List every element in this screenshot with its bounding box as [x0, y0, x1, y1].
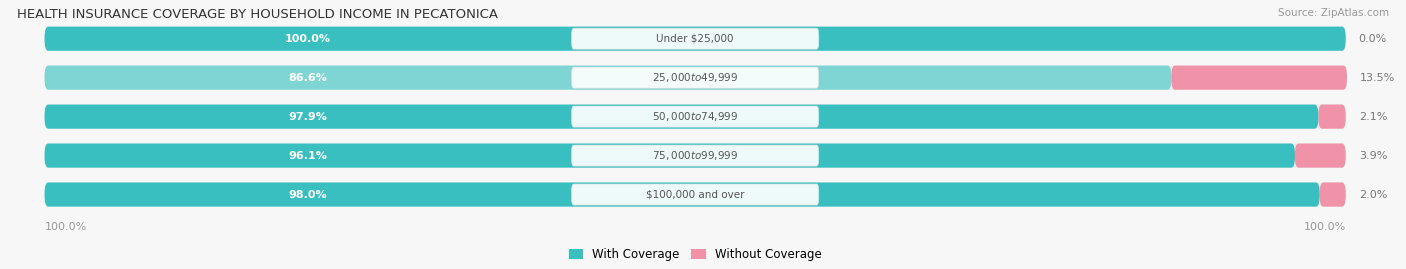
Text: 3.9%: 3.9% [1358, 151, 1388, 161]
Text: 98.0%: 98.0% [288, 190, 328, 200]
Text: $50,000 to $74,999: $50,000 to $74,999 [652, 110, 738, 123]
FancyBboxPatch shape [45, 143, 1295, 168]
Text: 100.0%: 100.0% [45, 222, 87, 232]
Text: $100,000 and over: $100,000 and over [645, 190, 744, 200]
Text: 0.0%: 0.0% [1358, 34, 1386, 44]
Text: $25,000 to $49,999: $25,000 to $49,999 [652, 71, 738, 84]
Text: 13.5%: 13.5% [1360, 73, 1395, 83]
FancyBboxPatch shape [571, 184, 818, 205]
FancyBboxPatch shape [45, 182, 1320, 207]
Text: 100.0%: 100.0% [285, 34, 330, 44]
Text: 2.0%: 2.0% [1358, 190, 1388, 200]
FancyBboxPatch shape [571, 67, 818, 88]
FancyBboxPatch shape [45, 27, 1346, 51]
FancyBboxPatch shape [45, 105, 1319, 129]
FancyBboxPatch shape [45, 105, 1346, 129]
Text: 100.0%: 100.0% [1303, 222, 1346, 232]
FancyBboxPatch shape [571, 106, 818, 127]
FancyBboxPatch shape [1319, 105, 1346, 129]
FancyBboxPatch shape [45, 66, 1171, 90]
FancyBboxPatch shape [45, 27, 1346, 51]
Text: 96.1%: 96.1% [288, 151, 328, 161]
FancyBboxPatch shape [1320, 182, 1346, 207]
Text: Source: ZipAtlas.com: Source: ZipAtlas.com [1278, 8, 1389, 18]
Text: 97.9%: 97.9% [288, 112, 328, 122]
FancyBboxPatch shape [571, 28, 818, 49]
Legend: With Coverage, Without Coverage: With Coverage, Without Coverage [564, 243, 827, 266]
FancyBboxPatch shape [1295, 143, 1346, 168]
FancyBboxPatch shape [45, 66, 1346, 90]
Text: 2.1%: 2.1% [1358, 112, 1388, 122]
FancyBboxPatch shape [1171, 66, 1347, 90]
FancyBboxPatch shape [571, 145, 818, 166]
FancyBboxPatch shape [45, 182, 1346, 207]
Text: 86.6%: 86.6% [288, 73, 328, 83]
FancyBboxPatch shape [45, 143, 1346, 168]
Text: HEALTH INSURANCE COVERAGE BY HOUSEHOLD INCOME IN PECATONICA: HEALTH INSURANCE COVERAGE BY HOUSEHOLD I… [17, 8, 498, 21]
Text: Under $25,000: Under $25,000 [657, 34, 734, 44]
Text: $75,000 to $99,999: $75,000 to $99,999 [652, 149, 738, 162]
